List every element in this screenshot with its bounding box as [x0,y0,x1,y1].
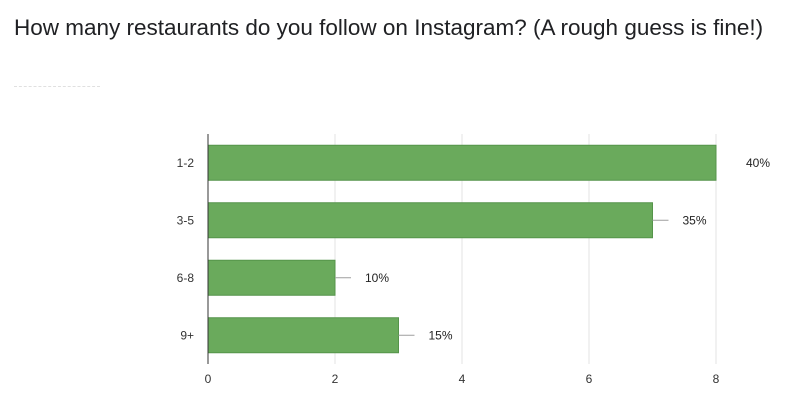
bar [207,202,653,239]
category-label: 3-5 [177,213,195,227]
category-label: 6-8 [177,271,195,285]
bar [207,259,336,296]
x-tick-label: 4 [459,372,466,386]
category-label: 9+ [180,328,194,342]
data-label: 40% [746,156,770,170]
bar [207,144,717,181]
x-tick-label: 6 [586,372,593,386]
bars [207,144,717,354]
x-tick-label: 2 [332,372,339,386]
x-tick-label: 8 [713,372,720,386]
responses-count-placeholder [14,86,100,87]
question-title: How many restaurants do you follow on In… [14,15,764,40]
labels: 0 2 4 6 8 1-2 40% 3-5 35% 6-8 10% 9+ 15% [177,156,771,386]
bar [207,317,399,354]
x-tick-label: 0 [205,372,212,386]
category-label: 1-2 [177,156,195,170]
data-label: 35% [683,213,707,227]
data-label: 10% [365,271,389,285]
data-label: 15% [429,328,453,342]
